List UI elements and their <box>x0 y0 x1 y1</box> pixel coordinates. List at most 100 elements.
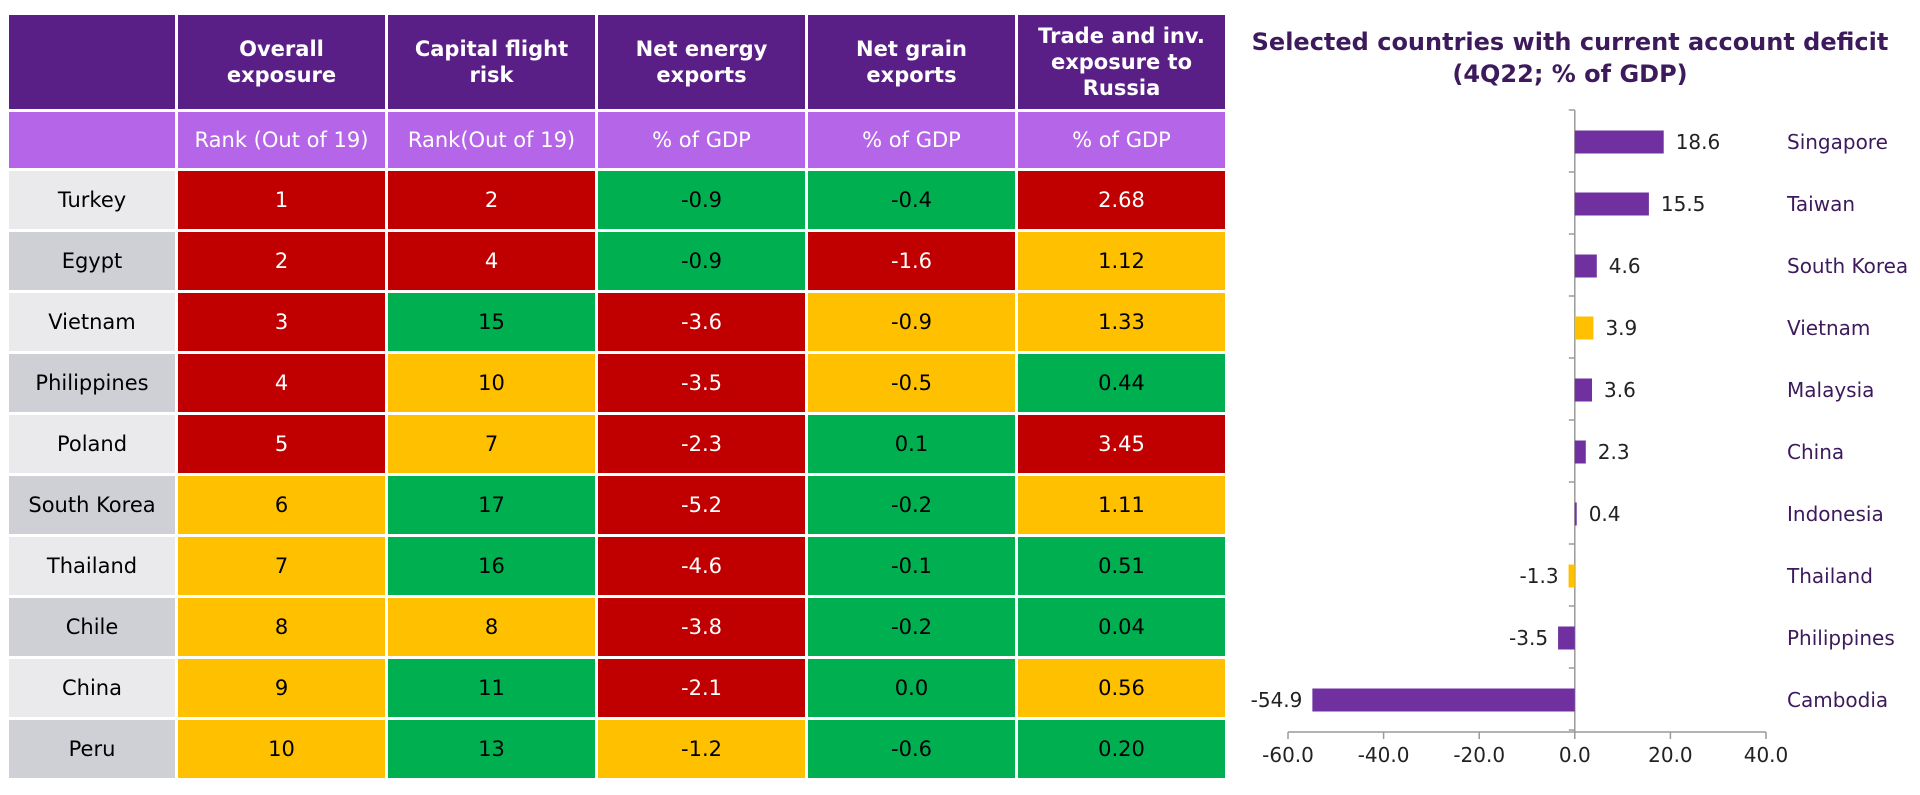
value-cell: -0.9 <box>598 232 805 290</box>
bar <box>1574 130 1664 154</box>
bar-value-label: 3.6 <box>1604 378 1636 402</box>
table-row: Vietnam 3 15 -3.6 -0.9 1.33 <box>9 293 1225 351</box>
x-tick-label: -20.0 <box>1453 743 1505 767</box>
header-corner <box>9 15 175 109</box>
header-line: Russia <box>1082 76 1161 100</box>
value-cell: 4 <box>388 232 595 290</box>
country-name-cell: Poland <box>9 415 175 473</box>
table-row: Chile 8 8 -3.8 -0.2 0.04 <box>9 598 1225 656</box>
value-cell: 2.68 <box>1018 171 1225 229</box>
value-cell: 16 <box>388 537 595 595</box>
value-cell: -4.6 <box>598 537 805 595</box>
category-label: South Korea <box>1787 254 1908 278</box>
value-cell: -2.1 <box>598 659 805 717</box>
header-capital-flight-risk: Capital flight risk <box>388 15 595 109</box>
header-net-energy-exports: Net energy exports <box>598 15 805 109</box>
value-cell: 8 <box>178 598 385 656</box>
header-net-grain-exports: Net grain exports <box>808 15 1015 109</box>
subheader-row: Rank (Out of 19) Rank(Out of 19) % of GD… <box>9 112 1225 168</box>
value-cell: -0.5 <box>808 354 1015 412</box>
x-tick-label: 40.0 <box>1744 743 1789 767</box>
value-cell: 7 <box>388 415 595 473</box>
value-cell: 4 <box>178 354 385 412</box>
bar <box>1574 192 1649 216</box>
header-overall-exposure: Overall exposure <box>178 15 385 109</box>
table-row: Turkey 1 2 -0.9 -0.4 2.68 <box>9 171 1225 229</box>
value-cell: 1 <box>178 171 385 229</box>
value-cell: -2.3 <box>598 415 805 473</box>
bar <box>1568 564 1575 588</box>
value-cell: 0.51 <box>1018 537 1225 595</box>
value-cell: -3.5 <box>598 354 805 412</box>
value-cell: 9 <box>178 659 385 717</box>
country-name-cell: Vietnam <box>9 293 175 351</box>
bar-value-label: -54.9 <box>1251 688 1303 712</box>
bar <box>1574 316 1594 340</box>
category-label: Indonesia <box>1787 502 1884 526</box>
country-name-cell: Thailand <box>9 537 175 595</box>
value-cell: -0.6 <box>808 720 1015 778</box>
value-cell: -3.8 <box>598 598 805 656</box>
value-cell: -0.9 <box>808 293 1015 351</box>
chart-title-line: Selected countries with current account … <box>1251 28 1889 56</box>
bar-value-label: 3.9 <box>1605 316 1637 340</box>
value-cell: 11 <box>388 659 595 717</box>
chart-plot: -60.0 -40.0 -20.0 0.0 20.0 40.0 18.6 Singapore 1… <box>1251 109 1908 767</box>
subheader-cell: % of GDP <box>598 112 805 168</box>
x-tick-label: 0.0 <box>1559 743 1591 767</box>
value-cell: 0.20 <box>1018 720 1225 778</box>
bar-value-label: -1.3 <box>1520 564 1559 588</box>
country-name-cell: Egypt <box>9 232 175 290</box>
country-name-cell: Philippines <box>9 354 175 412</box>
value-cell: 6 <box>178 476 385 534</box>
value-cell: -5.2 <box>598 476 805 534</box>
value-cell: 3.45 <box>1018 415 1225 473</box>
bar-value-label: -3.5 <box>1509 626 1548 650</box>
category-label: Vietnam <box>1787 316 1870 340</box>
bar <box>1312 688 1575 712</box>
header-line: exports <box>866 63 957 87</box>
value-cell: 7 <box>178 537 385 595</box>
x-tick-label: -40.0 <box>1358 743 1410 767</box>
value-cell: 1.12 <box>1018 232 1225 290</box>
value-cell: -0.2 <box>808 476 1015 534</box>
value-cell: 10 <box>388 354 595 412</box>
subheader-corner <box>9 112 175 168</box>
header-row: Overall exposure Capital flight risk Net… <box>9 15 1225 109</box>
bar-value-label: 18.6 <box>1676 130 1721 154</box>
header-line: Capital flight <box>414 37 569 61</box>
x-tick-label: -60.0 <box>1262 743 1314 767</box>
header-line: Overall <box>239 37 324 61</box>
chart-title: Selected countries with current account … <box>1225 26 1915 90</box>
subheader-cell: % of GDP <box>808 112 1015 168</box>
bar <box>1574 502 1577 526</box>
value-cell: 2 <box>388 171 595 229</box>
header-line: Trade and inv. <box>1038 24 1205 48</box>
value-cell: -0.9 <box>598 171 805 229</box>
country-name-cell: China <box>9 659 175 717</box>
value-cell: -1.6 <box>808 232 1015 290</box>
x-tick-label: 20.0 <box>1648 743 1693 767</box>
value-cell: -3.6 <box>598 293 805 351</box>
subheader-cell: % of GDP <box>1018 112 1225 168</box>
table-row: Thailand 7 16 -4.6 -0.1 0.51 <box>9 537 1225 595</box>
header-line: risk <box>469 63 514 87</box>
value-cell: 2 <box>178 232 385 290</box>
table-row: China 9 11 -2.1 0.0 0.56 <box>9 659 1225 717</box>
value-cell: 0.1 <box>808 415 1015 473</box>
bar-value-label: 2.3 <box>1598 440 1630 464</box>
table-row: Poland 5 7 -2.3 0.1 3.45 <box>9 415 1225 473</box>
header-line: Net energy <box>635 37 768 61</box>
value-cell: 17 <box>388 476 595 534</box>
value-cell: 0.44 <box>1018 354 1225 412</box>
chart-title-line: (4Q22; % of GDP) <box>1452 60 1688 88</box>
table-row: Philippines 4 10 -3.5 -0.5 0.44 <box>9 354 1225 412</box>
value-cell: -1.2 <box>598 720 805 778</box>
current-account-chart: Selected countries with current account … <box>1225 0 1920 795</box>
value-cell: 1.11 <box>1018 476 1225 534</box>
header-trade-inv-exposure: Trade and inv. exposure to Russia <box>1018 15 1225 109</box>
value-cell: 10 <box>178 720 385 778</box>
table-row: Peru 10 13 -1.2 -0.6 0.20 <box>9 720 1225 778</box>
value-cell: 0.04 <box>1018 598 1225 656</box>
header-line: Net grain <box>856 37 967 61</box>
